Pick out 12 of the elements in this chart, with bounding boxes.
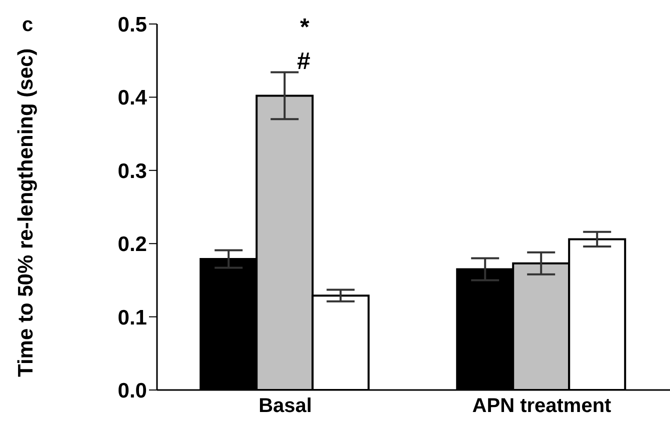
x-tick-label: APN treatment [472,395,612,418]
annotation: # [297,48,310,76]
x-tick-label: Basal [258,395,312,418]
y-axis-title: Time to 50% re-lengthening (sec) [14,48,38,377]
y-tick-label: 0.5 [118,13,148,36]
y-tick-label: 0.3 [118,160,147,183]
text: c [22,14,34,37]
y-tick-label: 0.0 [118,379,147,402]
y-tick-label: 0.4 [118,86,148,110]
y-tick-label: 0.2 [118,233,147,256]
y-tick-label: 0.1 [118,306,148,330]
annotation: * [300,14,310,42]
